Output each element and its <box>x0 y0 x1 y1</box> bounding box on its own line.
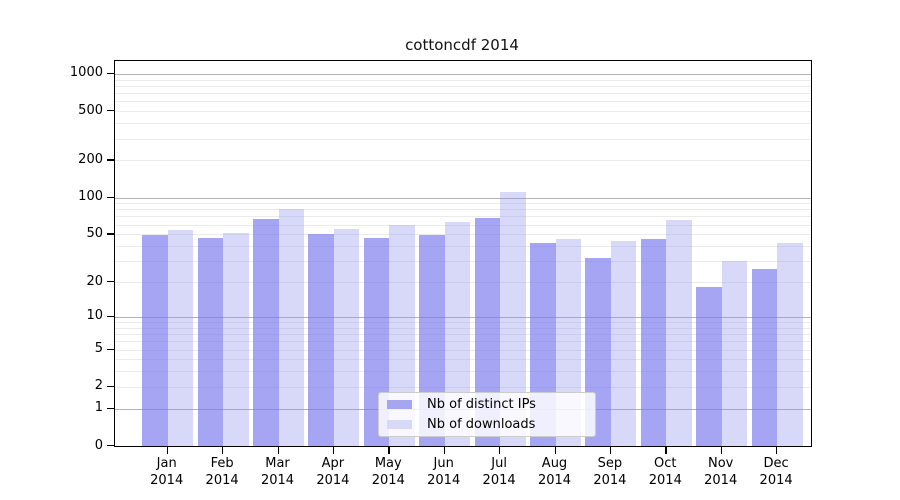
gridline-minor <box>115 359 811 361</box>
gridline-minor <box>115 327 811 329</box>
gridline-minor <box>115 216 811 218</box>
x-tick-mark <box>222 446 224 454</box>
gridline-minor <box>115 138 811 140</box>
bar-distinct-ips-dec <box>751 268 778 446</box>
bar-distinct-ips-feb <box>197 237 224 446</box>
x-tick-label-apr: Apr 2014 <box>316 456 350 488</box>
bar-downloads-sep <box>610 241 637 446</box>
gridline-minor <box>115 93 811 95</box>
x-tick-label-nov: Nov 2014 <box>704 456 738 488</box>
y-tick-mark <box>107 159 114 161</box>
bar-distinct-ips-jan <box>142 235 168 446</box>
bar-downloads-mar <box>278 209 304 446</box>
x-tick-label-jun: Jun 2014 <box>427 456 461 488</box>
y-tick-label: 0 <box>94 437 103 453</box>
y-tick-label: 500 <box>78 102 103 118</box>
gridline-minor <box>115 341 811 343</box>
bar-distinct-ips-nov <box>696 287 722 446</box>
gridline-major <box>115 197 811 199</box>
y-tick-mark <box>107 445 114 447</box>
x-tick-mark <box>776 446 778 454</box>
legend-label: Nb of downloads <box>427 416 536 432</box>
legend-swatch-distinct-ips <box>387 400 412 409</box>
x-tick-label-dec: Dec 2014 <box>759 456 793 488</box>
y-tick-label: 2 <box>94 378 103 394</box>
gridline-minor <box>115 334 811 335</box>
plot-area <box>114 60 812 447</box>
y-tick-label: 200 <box>78 151 103 167</box>
bar-downloads-apr <box>333 229 360 446</box>
x-tick-label-may: May 2014 <box>371 456 405 488</box>
bar-downloads-nov <box>721 261 748 446</box>
x-tick-label-oct: Oct 2014 <box>648 456 682 488</box>
legend-row: Nb of distinct IPs <box>387 396 587 413</box>
y-tick-label: 100 <box>78 189 103 204</box>
y-tick-label: 20 <box>86 273 103 289</box>
y-tick-mark <box>107 196 114 198</box>
gridline-minor <box>115 85 811 87</box>
gridline-minor <box>115 246 811 247</box>
gridline-minor <box>115 111 811 113</box>
y-tick-label: 50 <box>86 225 103 241</box>
gridline-major <box>115 73 811 75</box>
x-tick-mark <box>166 446 168 454</box>
x-tick-label-mar: Mar 2014 <box>260 456 295 488</box>
gridline-minor <box>115 282 811 283</box>
x-tick-label-jan: Jan 2014 <box>150 456 184 488</box>
y-tick-mark <box>107 385 114 388</box>
bar-distinct-ips-oct <box>640 238 667 446</box>
gridline-minor <box>115 322 811 323</box>
legend: Nb of distinct IPs Nb of downloads <box>378 392 596 437</box>
bar-distinct-ips-mar <box>253 218 279 446</box>
x-tick-label-sep: Sep 2014 <box>593 456 627 488</box>
gridline-minor <box>115 386 811 388</box>
y-tick-label: 10 <box>86 308 103 324</box>
x-tick-label-aug: Aug 2014 <box>537 456 572 488</box>
bar-downloads-feb <box>223 233 249 446</box>
gridline-minor <box>115 349 811 351</box>
x-tick-mark <box>665 446 667 454</box>
chart-title: cottoncdf 2014 <box>405 36 519 54</box>
x-tick-label-feb: Feb 2014 <box>205 456 239 488</box>
gridline-minor <box>115 203 811 205</box>
legend-row: Nb of downloads <box>387 416 587 433</box>
gridline-minor <box>115 234 811 236</box>
x-tick-mark <box>388 446 390 454</box>
x-tick-label-jul: Jul 2014 <box>482 456 516 488</box>
x-tick-mark <box>720 446 722 454</box>
y-tick-mark <box>107 110 114 112</box>
gridline-minor <box>115 123 811 125</box>
y-tick-label: 1 <box>94 400 103 416</box>
x-tick-mark <box>499 446 501 454</box>
x-tick-mark <box>609 446 612 454</box>
x-tick-mark <box>277 446 279 454</box>
bar-downloads-oct <box>666 220 692 446</box>
y-tick-mark <box>107 348 114 350</box>
legend-label: Nb of distinct IPs <box>427 396 536 412</box>
y-tick-mark <box>107 315 114 318</box>
gridline-minor <box>115 79 811 81</box>
bar-downloads-dec <box>777 243 803 446</box>
x-tick-mark <box>554 446 556 454</box>
bar-distinct-ips-apr <box>308 234 334 446</box>
bar-downloads-jan <box>167 230 194 446</box>
gridline-minor <box>115 160 811 162</box>
gridline-major <box>115 316 811 318</box>
x-tick-mark <box>443 446 445 454</box>
y-tick-mark <box>107 233 114 235</box>
x-tick-mark <box>332 446 335 454</box>
y-tick-label: 1000 <box>69 65 103 81</box>
gridline-minor <box>115 261 811 263</box>
y-tick-mark <box>107 407 114 409</box>
gridline-minor <box>115 101 811 103</box>
gridline-minor <box>115 371 811 373</box>
gridline-minor <box>115 209 811 211</box>
legend-swatch-downloads <box>387 420 412 429</box>
y-tick-mark <box>107 281 114 283</box>
y-tick-mark <box>107 72 114 75</box>
gridline-minor <box>115 224 811 226</box>
y-tick-label: 5 <box>94 341 103 356</box>
